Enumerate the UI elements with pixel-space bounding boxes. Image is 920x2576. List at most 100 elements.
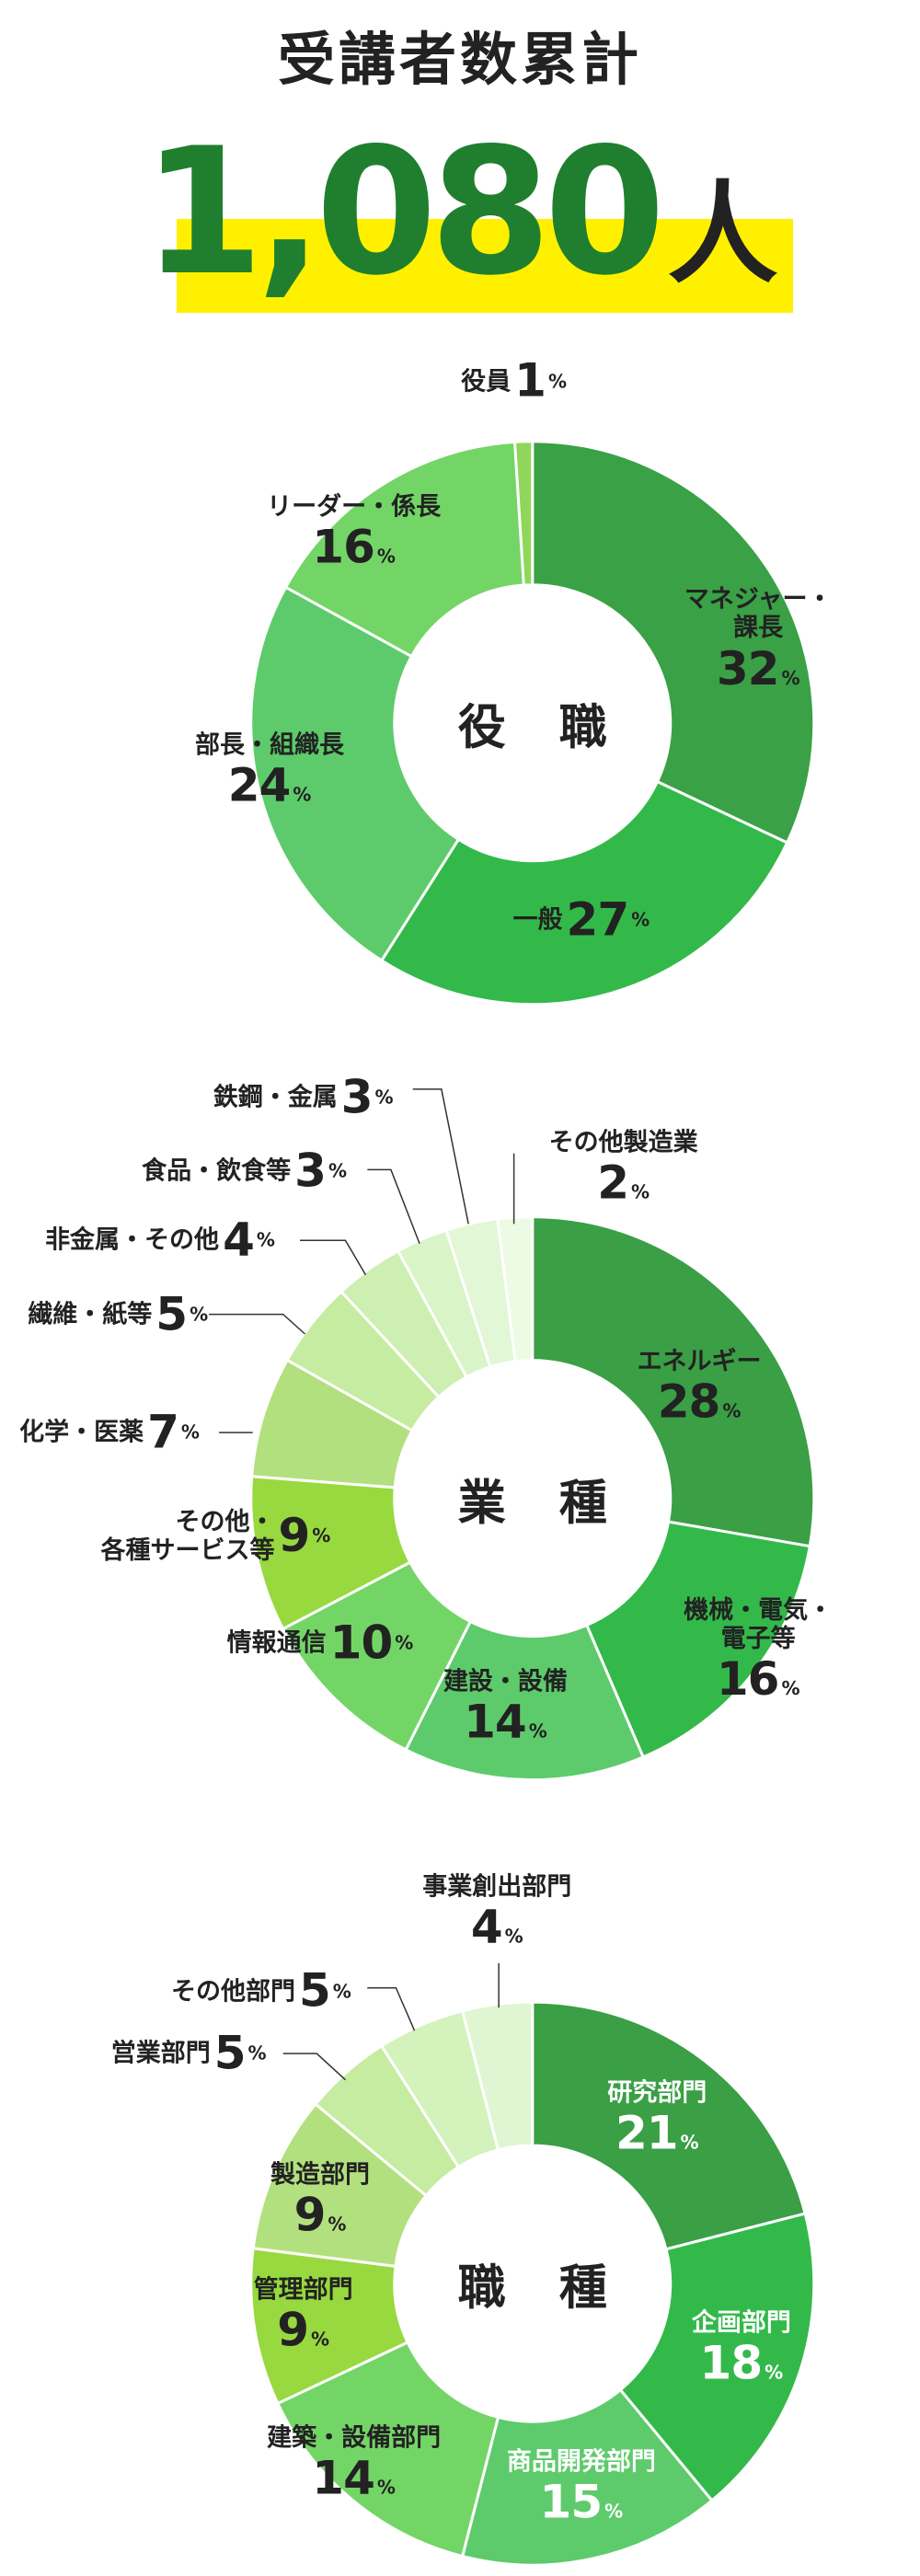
donut-segment	[531, 440, 816, 845]
value-label: 1	[514, 353, 546, 408]
value-unit: %	[765, 2361, 784, 2384]
data-label: 繊維・紙等 5%	[28, 1286, 209, 1341]
leader-line	[209, 1313, 306, 1335]
category-label: 食品・飲食等	[142, 1156, 292, 1186]
category-label: 管理部門	[253, 2275, 353, 2305]
category-label: 非金属・その他	[45, 1225, 220, 1255]
value-unit: %	[680, 2131, 699, 2154]
page-title: 受講者数累計	[277, 26, 642, 93]
value-unit: %	[293, 784, 312, 807]
value-unit: %	[374, 1086, 394, 1109]
donut-segment	[275, 2340, 500, 2559]
value-label: 9	[293, 2188, 327, 2242]
data-label: 営業部門 5%	[111, 2027, 267, 2080]
data-label: 商品開発部門 15%	[507, 2448, 656, 2530]
value-unit: %	[190, 1303, 209, 1326]
value-label: 18	[699, 2336, 764, 2390]
value-label: 9	[277, 2303, 309, 2357]
value-label: 5	[155, 1286, 188, 1340]
value-label: 15	[539, 2476, 604, 2530]
chart-title: 職 種	[457, 2260, 626, 2317]
data-label: 機械・電気・電子等 16%	[677, 1596, 839, 1707]
donut-segment	[496, 1215, 535, 1363]
data-label: 部長・組織長 24%	[195, 731, 344, 813]
data-label: 製造部門 9%	[270, 2161, 370, 2243]
category-label: 情報通信	[226, 1628, 327, 1658]
category-label: 部長・組織長	[195, 731, 345, 761]
value-label: 27	[566, 892, 630, 947]
data-label: エネルギー 28%	[638, 1348, 762, 1430]
chart-title: 業 種	[457, 1476, 626, 1532]
total-unit: 人	[667, 171, 778, 299]
value-unit: %	[328, 2213, 347, 2236]
donut-segment	[531, 1215, 816, 1548]
value-unit: %	[328, 1159, 347, 1182]
value-label: 5	[213, 2026, 247, 2080]
donut-segment	[531, 2000, 807, 2251]
category-label: 建設・設備	[443, 1667, 568, 1696]
highlight-band	[177, 219, 793, 313]
category-label: エネルギー	[637, 1347, 762, 1376]
donut-segment	[584, 1520, 812, 1759]
value-unit: %	[722, 1399, 742, 1422]
category-label: 商品開発部門	[506, 2448, 656, 2478]
data-label: その他製造業 2%	[549, 1129, 698, 1211]
leader-line	[300, 1239, 367, 1276]
data-label: 情報通信 10%	[227, 1616, 414, 1670]
data-label: その他・ 各種サービス等 9%	[101, 1508, 331, 1565]
category-label: 役員	[461, 366, 512, 396]
data-label: 企画部門 18%	[692, 2308, 791, 2390]
leader-line	[367, 1986, 416, 2031]
value-label: 16	[312, 521, 375, 575]
value-unit: %	[781, 666, 800, 689]
category-label: 企画部門	[691, 2308, 791, 2338]
category-label: その他・ 各種サービス等	[100, 1507, 275, 1565]
value-unit: %	[332, 1979, 351, 2002]
value-unit: %	[312, 1524, 331, 1547]
category-label: その他部門	[170, 1976, 295, 2006]
value-label: 4	[223, 1213, 255, 1267]
category-label: 営業部門	[110, 2039, 211, 2068]
value-unit: %	[376, 2476, 396, 2499]
value-label: 24	[227, 759, 292, 813]
data-label: 研究部門 21%	[607, 2078, 707, 2160]
data-label: 食品・飲食等 3%	[142, 1144, 347, 1198]
value-label: 14	[312, 2451, 375, 2505]
value-unit: %	[631, 1181, 650, 1204]
value-unit: %	[180, 1420, 200, 1443]
value-label: 2	[597, 1156, 629, 1211]
value-label: 14	[464, 1695, 527, 1749]
data-label: 管理部門 9%	[254, 2276, 353, 2358]
value-unit: %	[256, 1228, 275, 1251]
value-label: 21	[615, 2106, 679, 2160]
category-label: 機械・電気・電子等	[684, 1595, 834, 1653]
donut-segment	[460, 2387, 714, 2567]
donut-segment	[404, 1619, 646, 1782]
value-label: 32	[716, 641, 780, 696]
value-label: 3	[294, 1144, 327, 1198]
category-label: 建築・設備部門	[267, 2423, 442, 2453]
value-unit: %	[604, 2501, 624, 2524]
value-label: 5	[298, 1963, 331, 2018]
category-label: その他製造業	[548, 1129, 698, 1158]
category-label: 研究部門	[607, 2078, 707, 2108]
data-label: リーダー・係長 16%	[267, 493, 441, 575]
leader-line	[282, 2053, 346, 2081]
value-unit: %	[781, 1676, 800, 1699]
donut-segment	[283, 440, 525, 659]
value-unit: %	[376, 546, 396, 569]
value-unit: %	[631, 908, 650, 931]
value-label: 4	[470, 1901, 503, 1955]
value-unit: %	[311, 2328, 330, 2351]
data-label: 化学・医薬 7%	[19, 1406, 200, 1459]
donut-segment	[618, 2212, 816, 2503]
value-unit: %	[547, 369, 568, 392]
data-label: 役員 1%	[461, 353, 568, 408]
chart-title: 役 職	[457, 700, 626, 756]
value-label: 7	[147, 1405, 179, 1459]
category-label: 事業創出部門	[422, 1873, 572, 1903]
data-label: 非金属・その他 4%	[45, 1213, 275, 1267]
data-label: マネジャー・課長 32%	[677, 586, 839, 696]
total-number: 1,080	[142, 110, 666, 314]
